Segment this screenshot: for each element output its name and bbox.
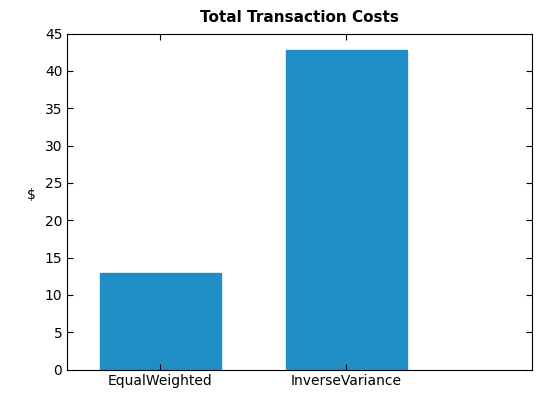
- Y-axis label: $: $: [26, 188, 35, 202]
- Bar: [286, 50, 407, 370]
- Bar: [100, 273, 221, 370]
- Title: Total Transaction Costs: Total Transaction Costs: [200, 10, 399, 26]
